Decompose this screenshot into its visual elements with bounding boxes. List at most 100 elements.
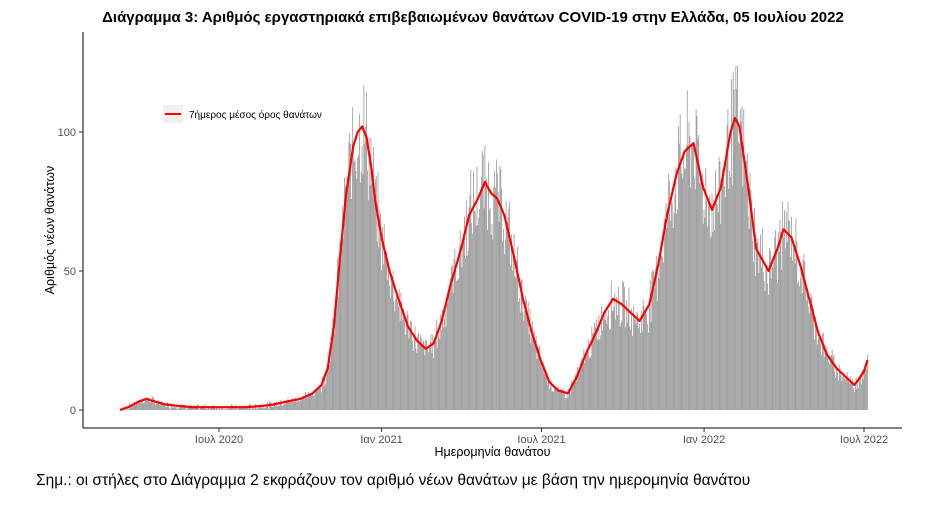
daily-bar — [275, 402, 277, 410]
daily-bar — [541, 367, 543, 410]
daily-bar — [364, 143, 366, 410]
daily-bar — [232, 407, 234, 410]
daily-bar — [237, 409, 238, 410]
daily-bar — [775, 230, 776, 410]
daily-bar — [285, 400, 287, 410]
daily-bar — [737, 65, 739, 410]
daily-bar — [332, 318, 334, 410]
daily-bar — [276, 406, 278, 410]
x-tick-label: Ιουλ 2022 — [840, 434, 888, 446]
daily-bar — [169, 408, 170, 410]
daily-bar — [479, 209, 481, 410]
daily-bar — [766, 265, 768, 410]
daily-bar — [791, 260, 793, 410]
daily-bar — [397, 301, 398, 410]
daily-bar — [145, 397, 147, 410]
daily-bar — [854, 386, 856, 410]
daily-bar — [480, 189, 481, 410]
daily-bar — [554, 387, 556, 410]
daily-bar — [468, 206, 470, 410]
daily-bar — [763, 281, 765, 410]
daily-bar — [476, 166, 478, 410]
daily-bar — [562, 389, 564, 410]
daily-bar — [601, 306, 602, 410]
daily-bar — [282, 405, 283, 410]
daily-bar — [209, 406, 211, 410]
daily-bar — [556, 387, 558, 410]
daily-bar — [864, 367, 866, 410]
daily-bar — [301, 398, 303, 410]
daily-bar — [478, 217, 480, 410]
daily-bar — [650, 322, 652, 410]
daily-bar — [306, 397, 308, 410]
daily-bar — [363, 85, 365, 410]
daily-bar — [801, 293, 803, 410]
daily-bar — [675, 167, 677, 410]
daily-bar — [622, 280, 624, 410]
daily-bar — [839, 371, 841, 410]
daily-bar — [394, 311, 396, 410]
daily-bar — [256, 408, 258, 410]
daily-bar — [544, 373, 546, 410]
daily-bar — [746, 153, 748, 411]
daily-bar — [464, 216, 465, 410]
daily-bar — [548, 377, 549, 410]
daily-bar — [138, 400, 139, 410]
daily-bar — [329, 360, 331, 410]
daily-bar — [609, 329, 611, 410]
daily-bar — [612, 311, 614, 410]
x-tick-label: Ιαν 2021 — [360, 434, 402, 446]
daily-bar — [207, 408, 208, 410]
daily-bar — [713, 200, 715, 410]
daily-bar — [492, 239, 494, 410]
daily-bar — [162, 403, 164, 410]
daily-bar — [674, 194, 676, 410]
daily-bar — [659, 263, 661, 410]
daily-bar — [329, 365, 330, 410]
daily-bar — [809, 298, 811, 410]
daily-bar — [627, 308, 629, 410]
daily-bar — [465, 200, 467, 410]
daily-bar — [447, 303, 449, 410]
daily-bar — [317, 387, 319, 410]
daily-bar — [828, 362, 830, 410]
average-line-layer — [119, 117, 869, 412]
daily-bar — [654, 288, 655, 410]
daily-bar — [857, 381, 859, 410]
daily-bar — [736, 88, 738, 410]
daily-bar — [835, 377, 837, 410]
daily-bar — [691, 144, 693, 411]
daily-bar — [802, 260, 804, 410]
daily-bar — [678, 143, 680, 410]
daily-bar — [784, 210, 785, 410]
daily-bar — [228, 408, 230, 410]
daily-bar — [744, 158, 746, 410]
daily-bar — [853, 392, 855, 410]
daily-bar — [792, 248, 794, 410]
daily-bar — [515, 278, 517, 410]
daily-bar — [693, 177, 695, 410]
daily-bar — [257, 408, 259, 410]
daily-bar — [725, 148, 727, 410]
daily-bar — [300, 400, 302, 410]
daily-bar — [585, 356, 587, 410]
daily-bar — [670, 199, 672, 410]
daily-bar — [271, 406, 273, 410]
daily-bar — [545, 370, 547, 410]
daily-bar — [704, 217, 706, 410]
daily-bar — [571, 387, 573, 410]
daily-bar — [171, 406, 173, 410]
daily-bar — [465, 257, 466, 410]
daily-bar — [655, 255, 657, 410]
daily-bar — [396, 296, 397, 410]
daily-bar — [127, 407, 129, 410]
daily-bar — [485, 180, 487, 410]
daily-bar — [721, 189, 723, 410]
daily-bar — [378, 247, 380, 410]
daily-bar — [239, 406, 241, 410]
daily-bar — [367, 200, 369, 410]
daily-bar — [387, 279, 389, 410]
daily-bar — [584, 362, 586, 410]
daily-bar — [633, 317, 635, 410]
daily-bar — [810, 293, 812, 410]
